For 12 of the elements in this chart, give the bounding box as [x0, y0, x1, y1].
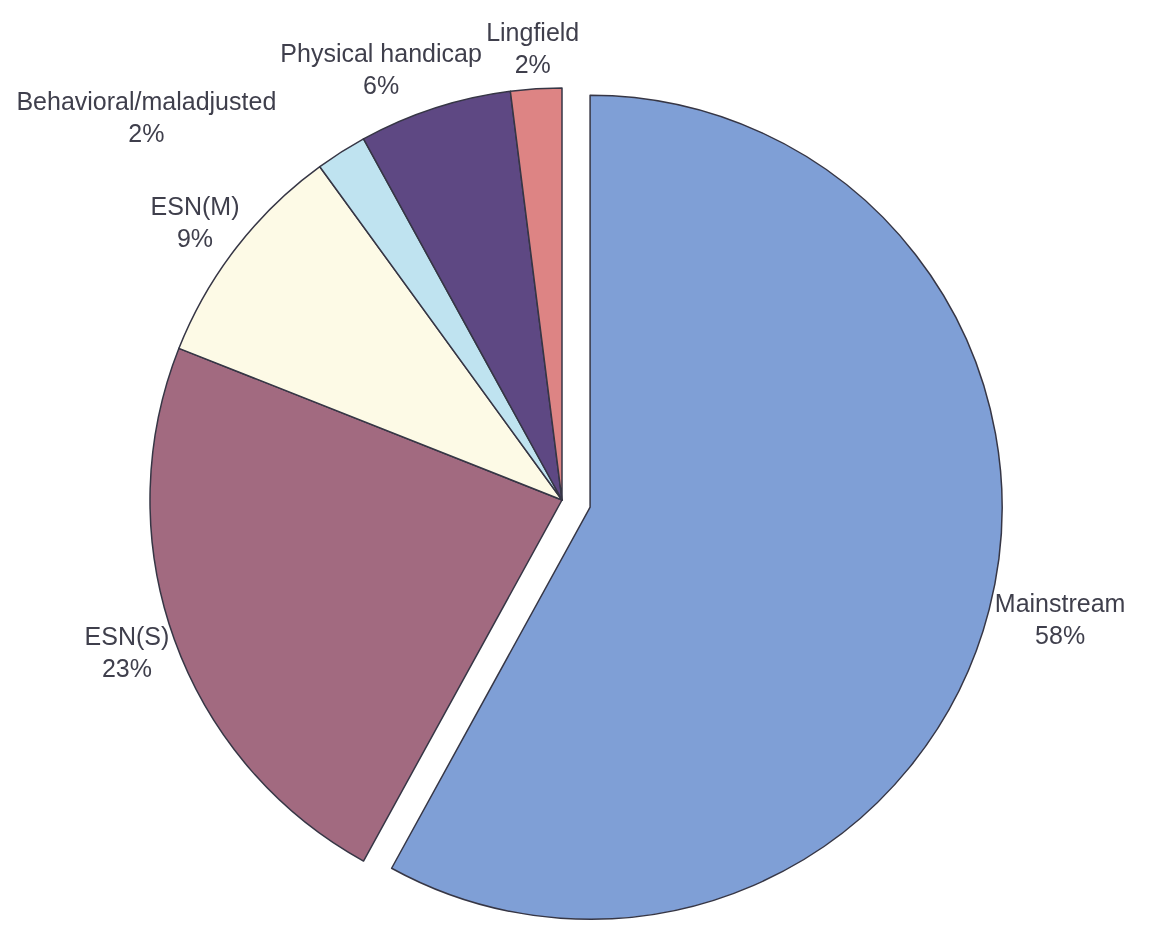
data-label: 9% [176, 223, 214, 252]
data-label: 6% [363, 71, 400, 100]
slice-label: ESN(M) [150, 191, 240, 220]
slice-label: Behavioral/maladjusted [16, 87, 277, 116]
slice-label: ESN(S) [84, 622, 170, 651]
data-label: 58% [1035, 620, 1086, 649]
slice-label: Physical handicap [280, 39, 482, 68]
data-label: 23% [101, 654, 152, 683]
data-label: 2% [128, 119, 165, 148]
slice-label: Mainstream [994, 588, 1126, 617]
data-label: 2% [514, 49, 551, 78]
slice-label: Lingfield [486, 17, 580, 46]
